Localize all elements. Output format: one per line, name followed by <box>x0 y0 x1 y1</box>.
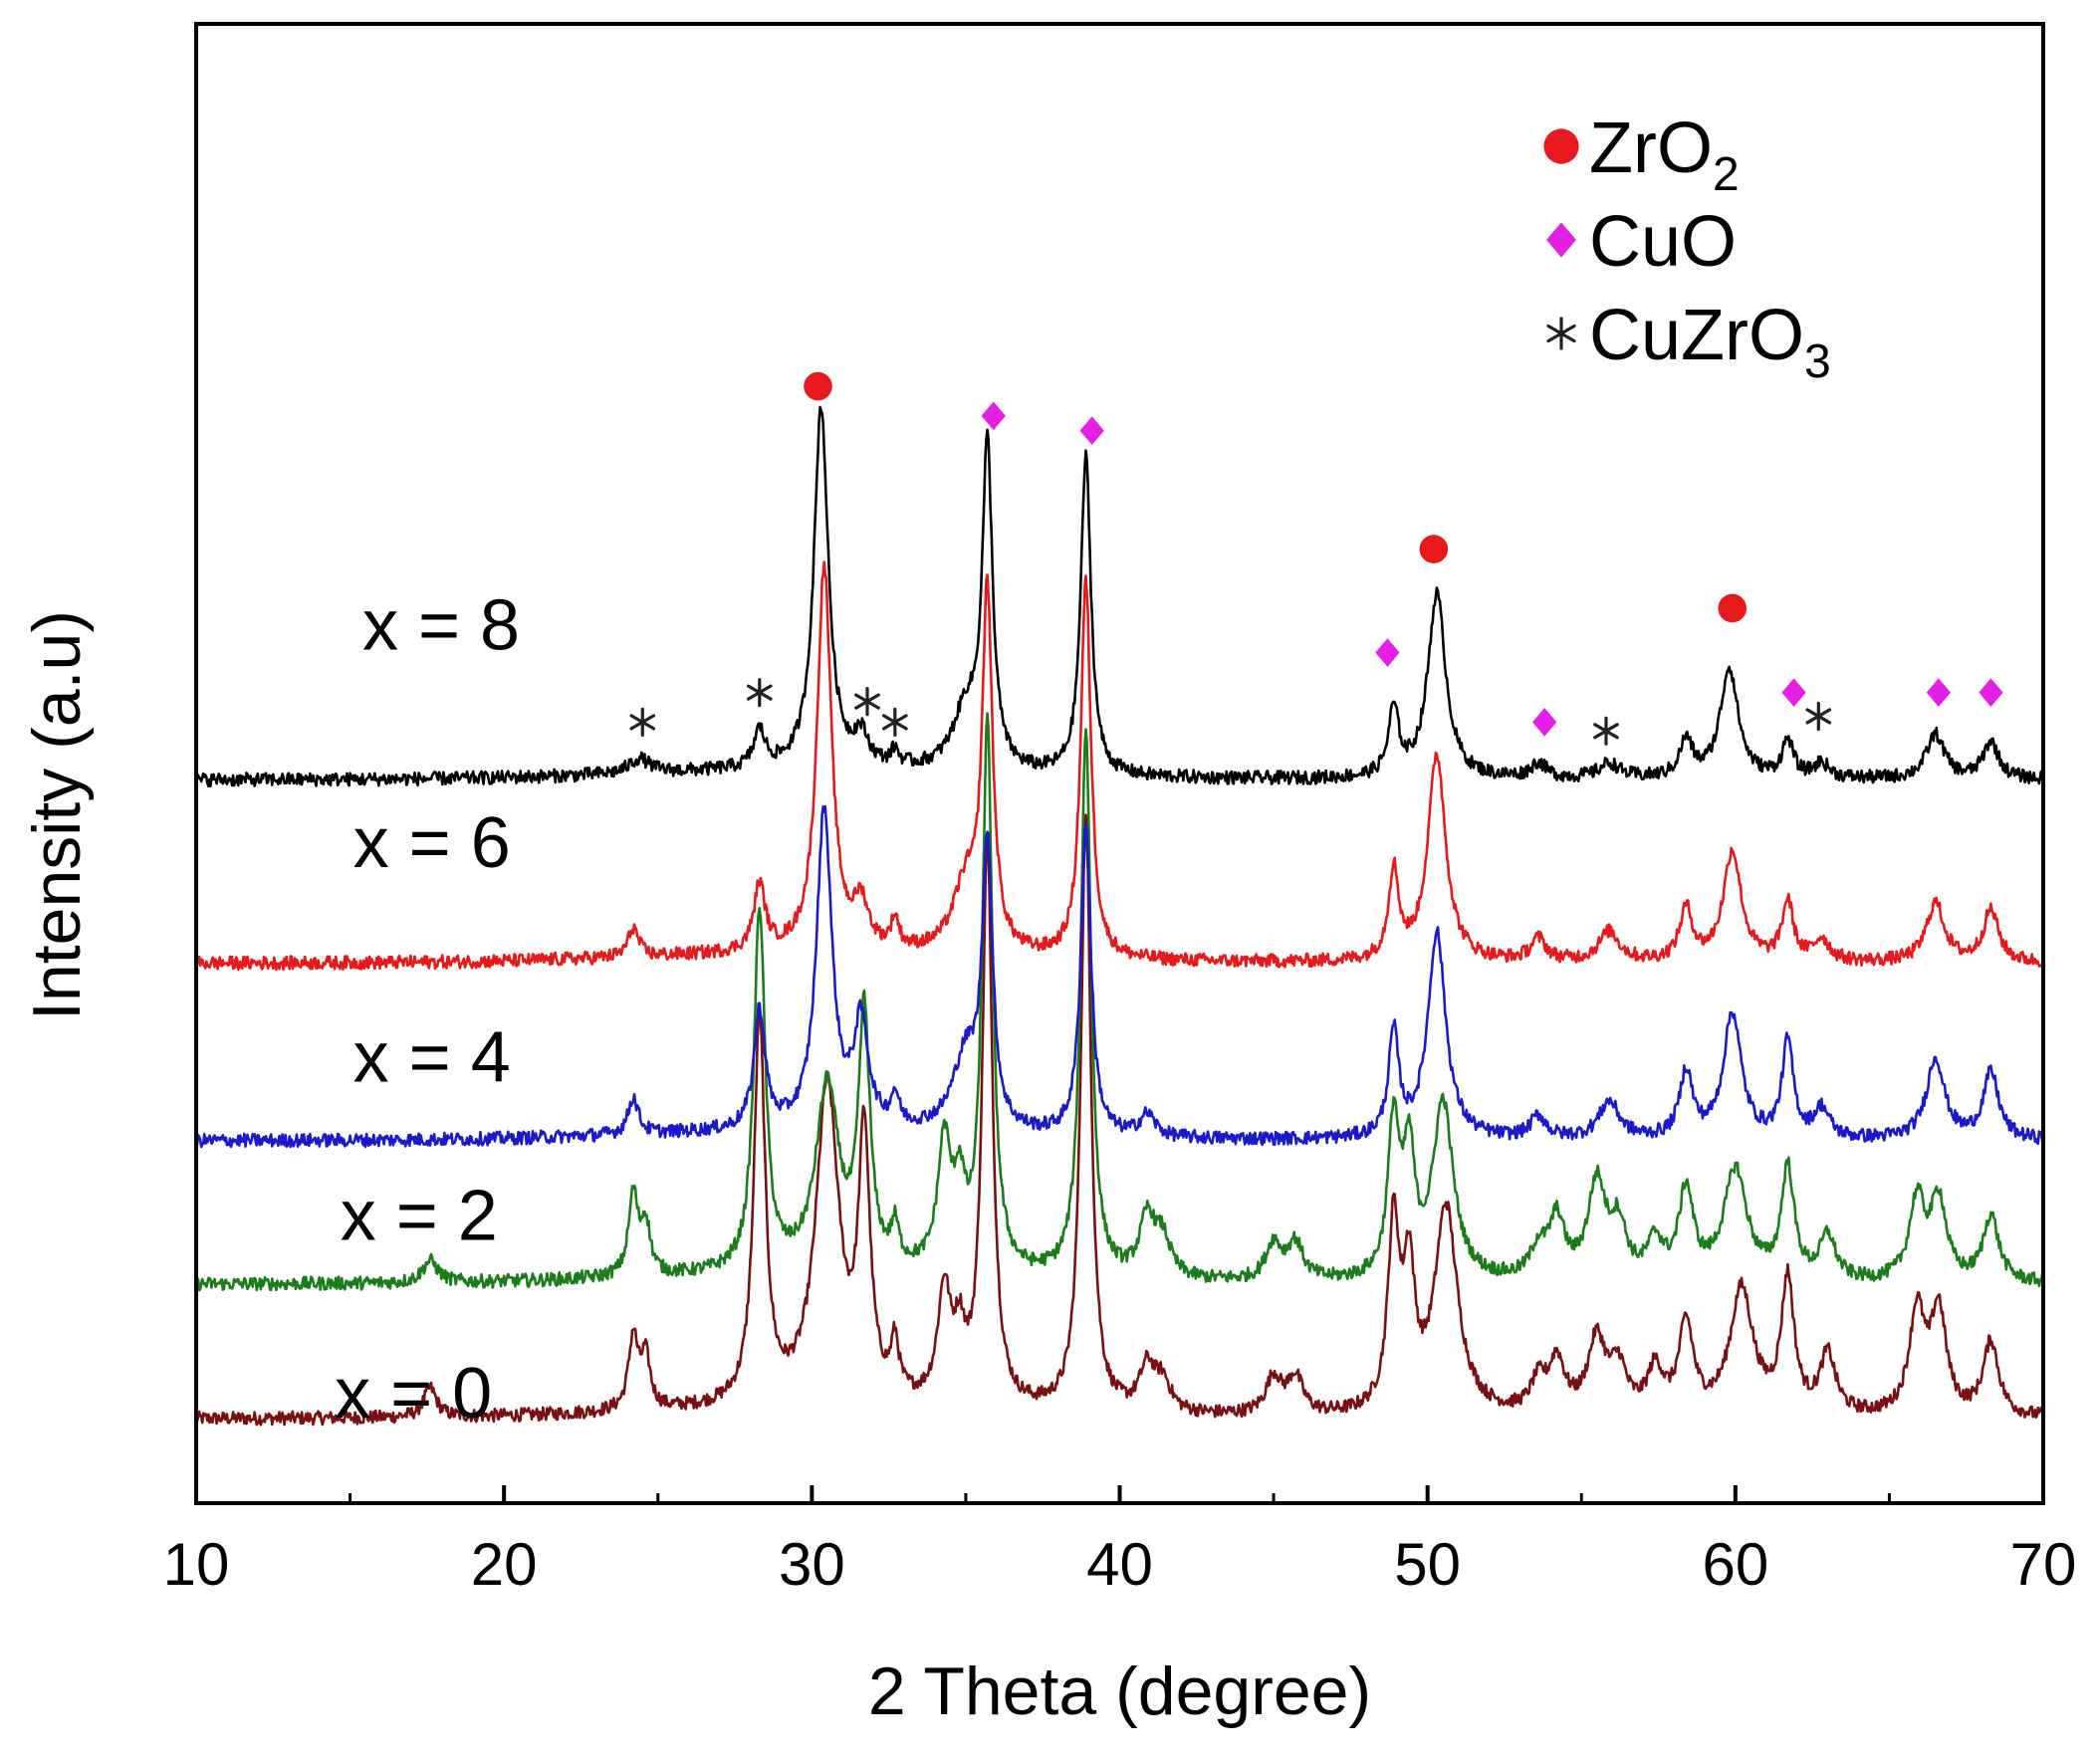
cuo-marker-icon <box>1546 222 1576 258</box>
series-line-x4 <box>194 804 2045 1149</box>
series-label: x = 6 <box>353 803 511 883</box>
cuzro3-marker-icon <box>1805 701 1832 732</box>
cuzro3-marker-icon <box>854 686 880 717</box>
cuzro3-marker-icon <box>881 707 908 737</box>
asterisk-stroke <box>746 684 773 701</box>
series-label: x = 4 <box>353 1017 511 1097</box>
zro2-marker-icon <box>1543 128 1579 164</box>
x-tick-label: 40 <box>1086 1531 1153 1598</box>
x-tick-label: 50 <box>1394 1531 1461 1598</box>
asterisk-stroke <box>1805 708 1832 725</box>
asterisk-stroke <box>1546 324 1576 343</box>
series-line-x2 <box>194 712 2045 1292</box>
x-tick-label: 60 <box>1702 1531 1768 1598</box>
cuo-marker-icon <box>1375 638 1400 667</box>
series-line-x6 <box>194 560 2045 972</box>
legend-label: CuO <box>1589 202 1737 282</box>
series-label: x = 8 <box>362 586 520 666</box>
cuo-marker-icon <box>1781 678 1806 707</box>
y-axis-title: Intensity (a.u) <box>19 610 95 1020</box>
series-line-x0 <box>194 813 2045 1427</box>
cuo-marker-icon <box>1979 678 2003 707</box>
zro2-marker-icon <box>804 371 832 401</box>
asterisk-stroke <box>1593 723 1619 740</box>
asterisk-stroke <box>629 714 656 731</box>
zro2-marker-icon <box>1718 593 1748 623</box>
zro2-marker-icon <box>1419 535 1449 563</box>
x-axis-title: 2 Theta (degree) <box>868 1654 1371 1729</box>
cuzro3-marker-icon <box>629 707 656 737</box>
cuo-marker-icon <box>981 401 1006 431</box>
legend-label: ZrO2 <box>1589 109 1740 201</box>
x-tick-label: 10 <box>163 1531 230 1598</box>
cuzro3-marker-icon <box>746 678 773 708</box>
cuo-marker-icon <box>1531 708 1557 737</box>
asterisk-stroke <box>881 714 908 731</box>
series-labels: x = 0 x = 2 x = 4 x = 6 x = 8 <box>335 586 520 1433</box>
x-axis-ticks: 10 20 30 40 50 60 70 <box>163 1485 2077 1598</box>
series-label: x = 0 <box>335 1354 492 1433</box>
cuzro3-marker-icon <box>1546 317 1576 350</box>
cuzro3-marker-icon <box>1593 716 1619 746</box>
annotation-layer <box>629 371 2003 746</box>
cuo-marker-icon <box>1926 678 1952 707</box>
series-line-x8 <box>194 405 2044 788</box>
series-label: x = 2 <box>341 1176 498 1255</box>
series-layer <box>194 405 2045 1427</box>
x-tick-label: 30 <box>779 1531 845 1598</box>
legend-label: CuZrO3 <box>1589 296 1831 388</box>
x-tick-label: 20 <box>471 1531 538 1598</box>
cuo-marker-icon <box>1079 416 1104 445</box>
asterisk-stroke <box>854 693 880 710</box>
x-tick-label: 70 <box>2010 1531 2077 1598</box>
